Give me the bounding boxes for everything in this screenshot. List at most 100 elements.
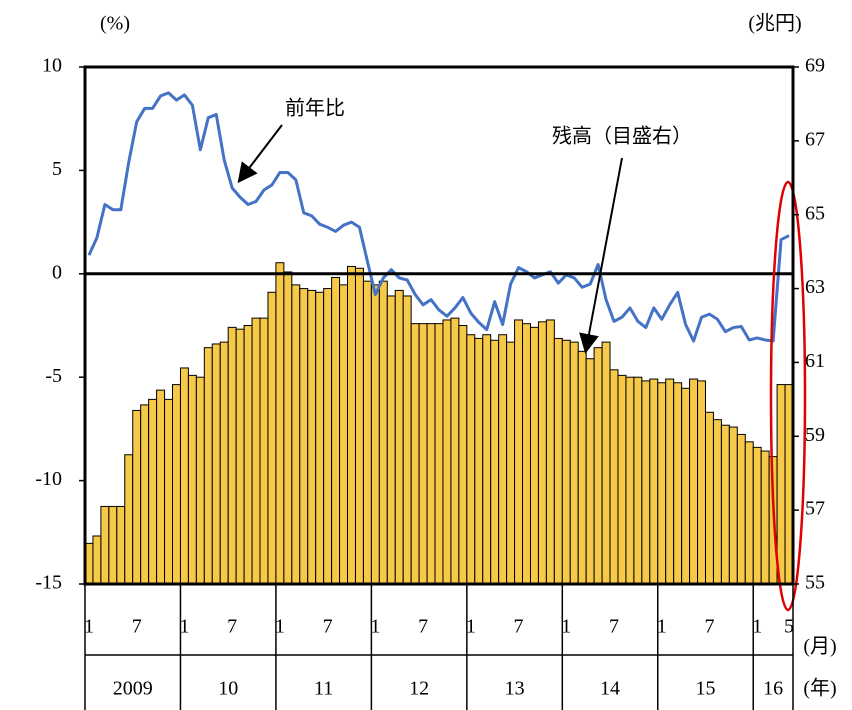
bar [704,411,714,585]
x-tick-label: 5 [784,616,794,638]
bar [689,378,699,585]
line [87,91,790,343]
bar [458,325,468,585]
bar [474,337,484,585]
bar [681,387,691,585]
bar [195,376,205,585]
bar [482,334,492,585]
bar [490,339,500,585]
bar [251,317,261,585]
year-label: 10 [218,678,238,700]
bar [633,376,643,585]
bar [370,284,380,585]
bar [720,424,730,585]
bar [569,341,579,585]
bar [577,350,587,585]
bar [331,276,341,585]
bar [744,441,754,585]
bar [609,369,619,585]
y2-tick-label: 69 [805,55,825,77]
bar [156,389,166,585]
bar [291,284,301,585]
y2-tick-label: 61 [805,350,825,372]
bar [657,382,667,585]
y2-tick-label: 65 [805,202,825,224]
bar [553,337,563,585]
bar [354,267,364,585]
bar [601,341,611,585]
bar [514,319,524,585]
y-axis-label: (%) [100,13,130,35]
year-label: 2009 [113,678,153,700]
bar [124,454,134,585]
y2-tick-label: 55 [805,572,825,594]
bar [697,380,706,585]
bar [339,284,349,585]
bar [203,347,213,585]
bar [172,384,181,585]
bar [434,323,444,585]
bar [736,433,746,585]
bar [108,505,118,585]
bar [227,326,237,585]
y-tick-label: 5 [52,158,62,180]
bar [259,317,269,585]
annotation-arrow [237,124,283,184]
highlight-ellipse [769,180,807,612]
x2-axis-label: (年) [803,677,836,700]
bar [394,289,404,585]
bar [752,446,762,585]
bar [179,367,189,585]
bar [641,380,651,585]
x-tick-label: 7 [227,616,237,638]
bar [283,271,293,585]
bar [100,505,110,585]
bar [323,288,333,585]
bar [585,358,595,585]
bar [211,343,221,585]
bar [243,325,253,585]
bar [498,334,508,585]
x-tick-label: 7 [704,616,714,638]
y-tick-label: 0 [52,261,62,283]
x-tick-label: 7 [418,616,428,638]
bar [442,319,452,585]
bar [148,398,158,585]
y2-tick-label: 57 [805,498,825,520]
x-tick-label: 1 [657,616,667,638]
x-axis-label: (月) [803,636,836,658]
year-label: 16 [763,678,783,700]
bar [378,280,388,585]
x-tick-label: 1 [466,616,476,638]
bar [386,295,396,585]
bar [529,326,539,585]
year-label: 11 [314,678,333,700]
x-tick-label: 1 [561,616,571,638]
bar [760,450,770,585]
y2-tick-label: 63 [805,276,825,298]
bar [522,323,531,585]
y-tick-label: -10 [35,468,62,490]
bar [275,262,285,585]
bar [426,323,436,585]
x-tick-label: 7 [323,616,333,638]
bar [561,339,571,585]
bar [362,280,372,585]
bar [649,378,659,585]
bar [307,289,317,585]
plot-frame [83,65,795,586]
y-tick-label: 10 [42,55,62,77]
x-tick-label: 1 [84,616,94,638]
annotation-arrow [579,157,623,354]
bar [673,382,683,585]
y2-axis-label: (兆円) [748,12,801,35]
x-tick-label: 7 [609,616,619,638]
y2-tick-label: 67 [805,128,825,150]
bar [450,317,460,585]
x-tick-label: 7 [514,616,524,638]
y2-tick-label: 59 [805,424,825,446]
line-group [85,91,793,343]
year-label: 14 [600,678,620,700]
bar [728,426,738,585]
